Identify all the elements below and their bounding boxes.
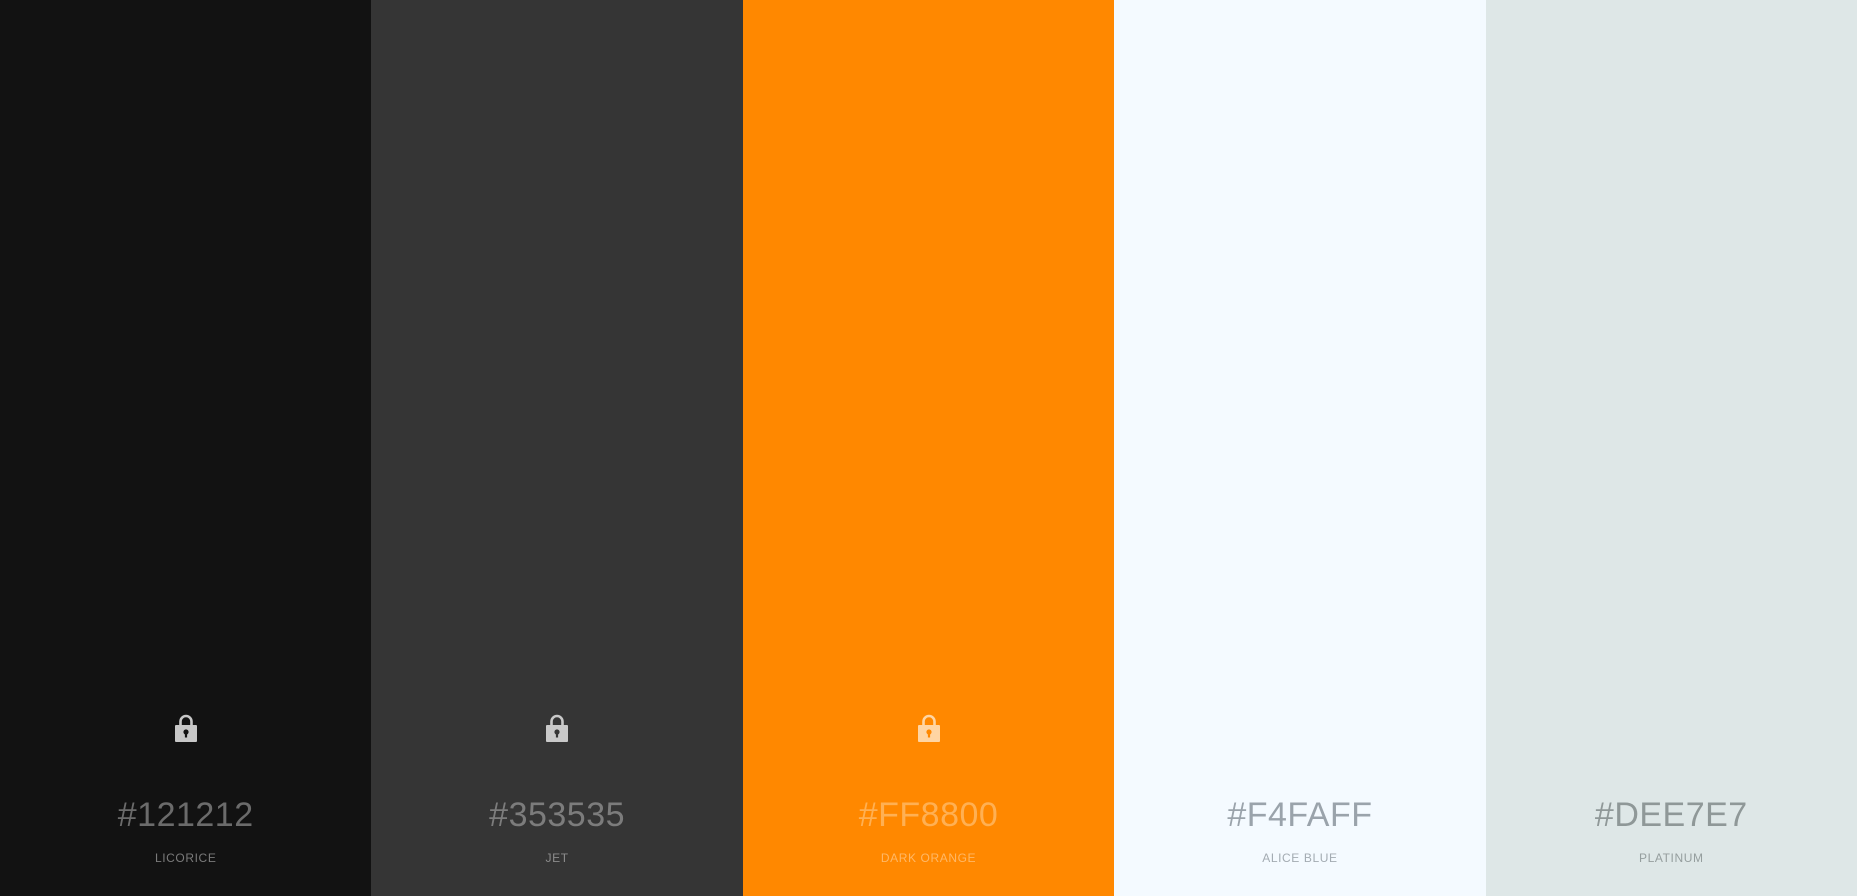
lock-icon <box>917 714 940 742</box>
lock-icon <box>174 714 197 742</box>
swatch-licorice[interactable]: #121212 LICORICE <box>0 0 372 896</box>
hex-code[interactable]: #FF8800 <box>858 796 999 834</box>
lock-button[interactable] <box>542 711 572 745</box>
lock-button[interactable] <box>171 711 201 745</box>
swatch-platinum[interactable]: #DEE7E7 PLATINUM <box>1485 0 1857 896</box>
color-name: ALICE BLUE <box>1262 851 1338 865</box>
hex-code[interactable]: #121212 <box>117 796 254 834</box>
hex-code[interactable]: #F4FAFF <box>1227 796 1373 834</box>
swatch-jet[interactable]: #353535 JET <box>371 0 743 896</box>
color-name: PLATINUM <box>1639 851 1704 865</box>
color-name: LICORICE <box>154 851 217 865</box>
lock-button[interactable] <box>914 711 944 745</box>
color-name: JET <box>545 851 569 865</box>
color-name: DARK ORANGE <box>880 851 977 865</box>
swatch-dark-orange[interactable]: #FF8800 DARK ORANGE <box>742 0 1115 896</box>
swatch-alice-blue[interactable]: #F4FAFF ALICE BLUE <box>1114 0 1486 896</box>
hex-code[interactable]: #353535 <box>489 796 626 834</box>
hex-code[interactable]: #DEE7E7 <box>1594 796 1748 834</box>
lock-icon <box>546 714 569 742</box>
